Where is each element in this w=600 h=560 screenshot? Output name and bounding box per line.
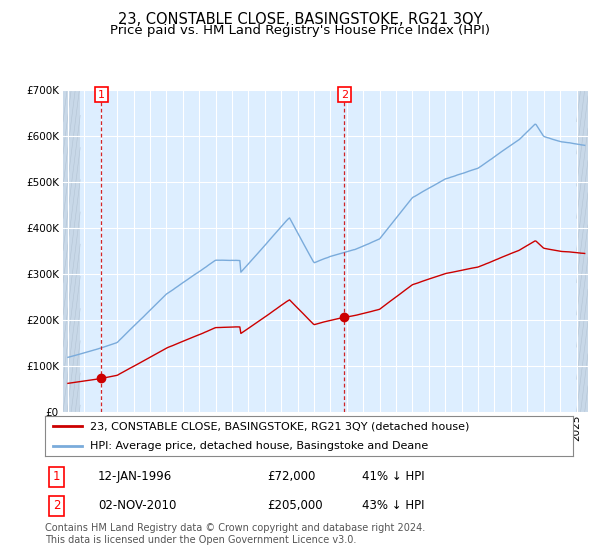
Text: £72,000: £72,000 xyxy=(267,470,315,483)
Text: 23, CONSTABLE CLOSE, BASINGSTOKE, RG21 3QY (detached house): 23, CONSTABLE CLOSE, BASINGSTOKE, RG21 3… xyxy=(90,421,469,431)
Text: 2: 2 xyxy=(341,90,348,100)
Text: 2: 2 xyxy=(53,499,61,512)
Text: Price paid vs. HM Land Registry's House Price Index (HPI): Price paid vs. HM Land Registry's House … xyxy=(110,24,490,36)
Text: 02-NOV-2010: 02-NOV-2010 xyxy=(98,499,176,512)
Text: HPI: Average price, detached house, Basingstoke and Deane: HPI: Average price, detached house, Basi… xyxy=(90,441,428,451)
Text: 1: 1 xyxy=(98,90,105,100)
Text: Contains HM Land Registry data © Crown copyright and database right 2024.
This d: Contains HM Land Registry data © Crown c… xyxy=(45,523,425,545)
Text: 12-JAN-1996: 12-JAN-1996 xyxy=(98,470,172,483)
Text: £205,000: £205,000 xyxy=(267,499,322,512)
Text: 43% ↓ HPI: 43% ↓ HPI xyxy=(362,499,424,512)
Text: 23, CONSTABLE CLOSE, BASINGSTOKE, RG21 3QY: 23, CONSTABLE CLOSE, BASINGSTOKE, RG21 3… xyxy=(118,12,482,27)
Text: 1: 1 xyxy=(53,470,61,483)
Text: 41% ↓ HPI: 41% ↓ HPI xyxy=(362,470,424,483)
